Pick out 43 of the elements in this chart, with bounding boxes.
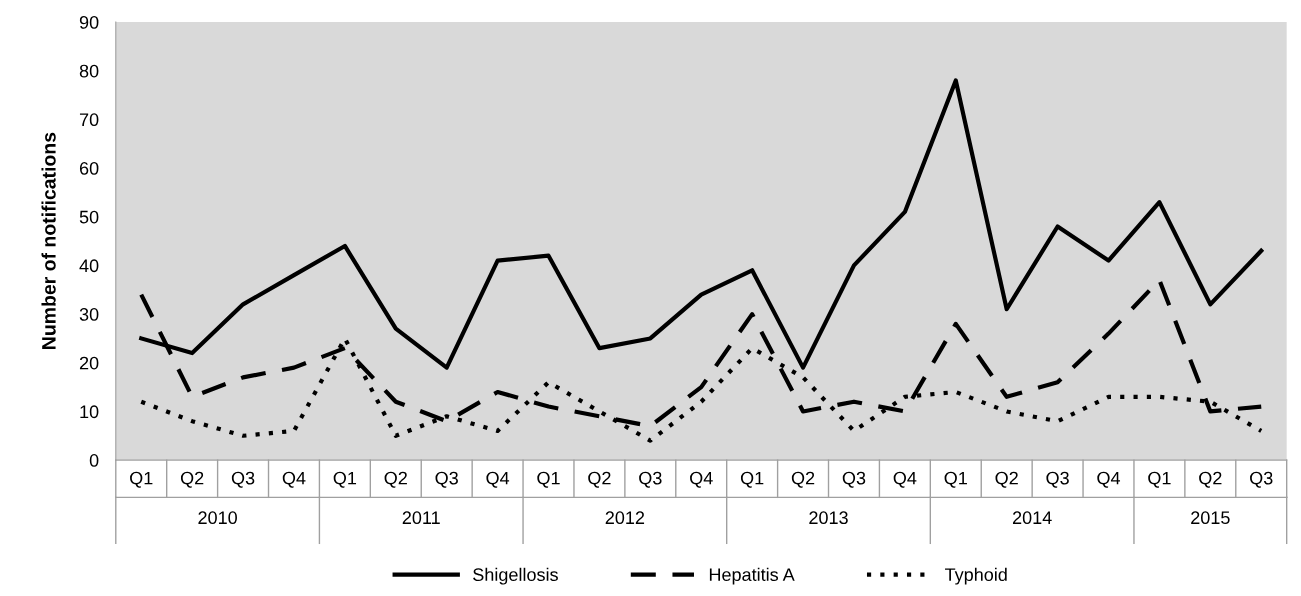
x-tick-label: Q2 bbox=[384, 471, 407, 488]
x-tick-label: Q4 bbox=[486, 471, 510, 488]
y-tick-label: 40 bbox=[79, 259, 99, 273]
text: 2011 bbox=[402, 511, 440, 525]
y-tick-label: 20 bbox=[79, 356, 99, 370]
text: 2013 bbox=[809, 511, 848, 525]
x-tick-label: Q1 bbox=[944, 471, 967, 488]
y-tick-label: 0 bbox=[89, 454, 99, 467]
x-tick-label: Q1 bbox=[333, 471, 357, 488]
x-tick-label: Q3 bbox=[842, 471, 866, 488]
x-tick-label: Q3 bbox=[1046, 471, 1069, 488]
y-tick-label: 70 bbox=[79, 113, 99, 127]
x-tick-label: Q4 bbox=[282, 471, 306, 488]
y-tick-label: 60 bbox=[79, 162, 99, 175]
x-tick-label: Q3 bbox=[231, 471, 255, 488]
x-tick-label: Q2 bbox=[588, 471, 611, 488]
y-tick-label: 90 bbox=[79, 15, 99, 29]
y-tick-label: 50 bbox=[79, 210, 99, 224]
y-tick-label: 10 bbox=[80, 405, 99, 419]
legend-label: Shigellosis bbox=[473, 567, 558, 585]
x-tick-label: Q4 bbox=[1097, 471, 1121, 488]
x-tick-label: Q1 bbox=[740, 471, 764, 488]
x-tick-label: Q4 bbox=[893, 471, 917, 488]
x-tick-label: Q2 bbox=[1199, 471, 1222, 488]
x-tick-label: Q1 bbox=[1148, 471, 1171, 488]
legend-label: Hepatitis A bbox=[709, 567, 795, 585]
x-tick-label: Q3 bbox=[1250, 471, 1273, 488]
x-tick-label: Q1 bbox=[130, 471, 153, 488]
x-tick-label: Q4 bbox=[690, 471, 713, 488]
y-tick-label: 30 bbox=[79, 308, 99, 321]
text: 2015 bbox=[1191, 511, 1230, 525]
x-tick-label: Q2 bbox=[180, 471, 204, 488]
x-tick-label: Q2 bbox=[791, 471, 815, 488]
text: 2010 bbox=[198, 511, 237, 525]
y-tick-label: 80 bbox=[79, 64, 99, 78]
x-tick-label: Q2 bbox=[995, 471, 1018, 488]
x-tick-label: Q3 bbox=[435, 471, 458, 488]
x-tick-label: Q3 bbox=[639, 471, 662, 488]
x-tick-label: Q1 bbox=[537, 471, 560, 488]
text: 2012 bbox=[605, 511, 645, 525]
y-axis-title: Number of notifications bbox=[41, 132, 56, 349]
legend-label: Typhoid bbox=[945, 567, 1007, 585]
text: 2014 bbox=[1012, 511, 1052, 525]
